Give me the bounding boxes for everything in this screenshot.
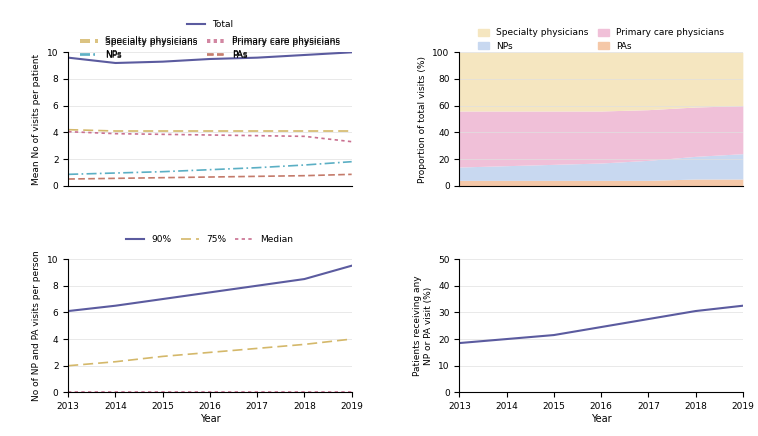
Y-axis label: No of NP and PA visits per person: No of NP and PA visits per person [33, 250, 42, 401]
X-axis label: Year: Year [199, 414, 221, 424]
Legend: 90%, 75%, Median: 90%, 75%, Median [123, 232, 297, 248]
Y-axis label: Proportion of total visits (%): Proportion of total visits (%) [418, 55, 427, 183]
Legend: Specialty physicians, NPs, Primary care physicians, PAs: Specialty physicians, NPs, Primary care … [475, 25, 728, 54]
Legend: Specialty physicians, NPs, Primary care physicians, PAs: Specialty physicians, NPs, Primary care … [77, 34, 343, 64]
Y-axis label: Patients receiving any
NP or PA visit (%): Patients receiving any NP or PA visit (%… [413, 276, 433, 376]
X-axis label: Year: Year [590, 414, 612, 424]
Y-axis label: Mean No of visits per patient: Mean No of visits per patient [33, 54, 42, 184]
